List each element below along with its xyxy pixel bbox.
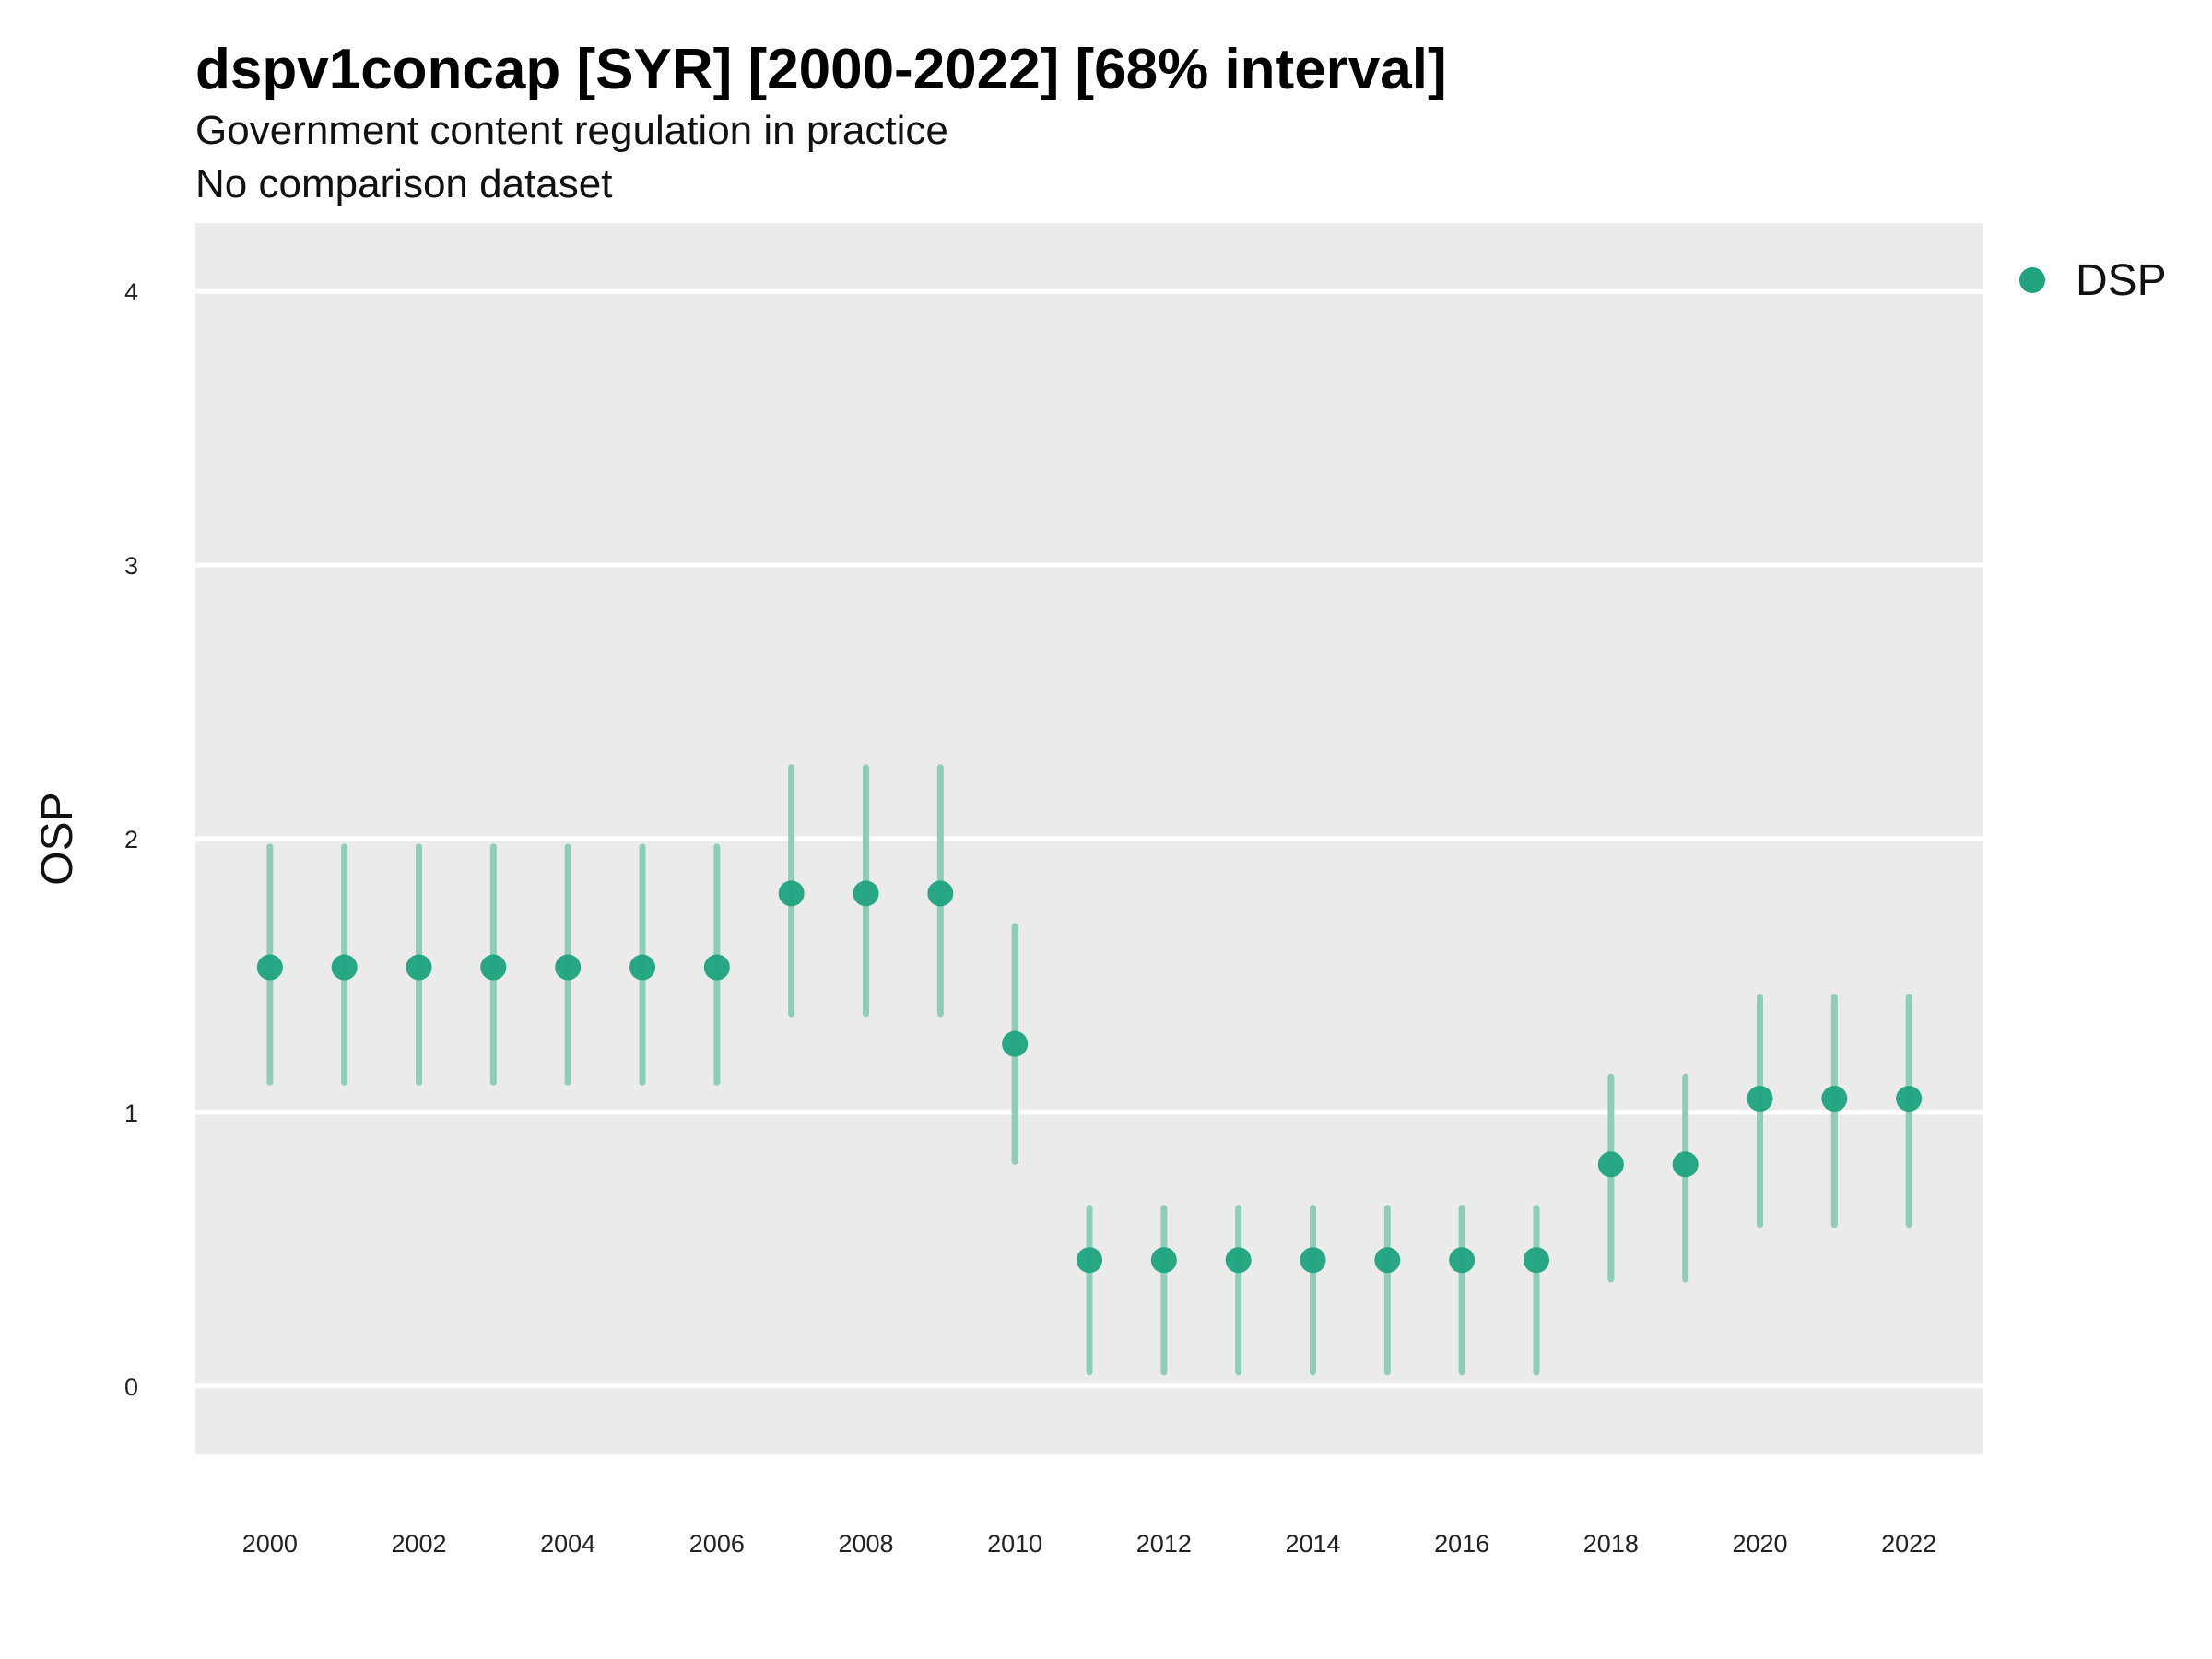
data-point-2007 — [778, 880, 805, 907]
data-point-2022 — [1896, 1086, 1923, 1112]
data-point-2005 — [629, 954, 655, 981]
x-tick-label-2012: 2012 — [1136, 1530, 1192, 1558]
x-tick-label-2008: 2008 — [838, 1530, 893, 1558]
legend: DSP — [2019, 256, 2167, 305]
data-point-2011 — [1077, 1247, 1102, 1274]
y-tick-label-4: 4 — [124, 278, 138, 306]
data-point-2021 — [1821, 1086, 1848, 1112]
data-point-2003 — [480, 954, 507, 981]
x-tick-label-2022: 2022 — [1881, 1530, 1936, 1558]
data-point-2014 — [1300, 1247, 1326, 1274]
data-point-2020 — [1747, 1086, 1773, 1112]
data-point-2008 — [853, 880, 879, 907]
data-point-2010 — [1002, 1030, 1029, 1057]
x-tick-label-2018: 2018 — [1583, 1530, 1639, 1558]
data-point-2013 — [1225, 1247, 1252, 1274]
data-point-2015 — [1374, 1247, 1401, 1274]
y-tick-label-1: 1 — [124, 1100, 138, 1127]
legend-label-dsp: DSP — [2076, 256, 2167, 305]
x-tick-labels: 2000 2002 2004 2006 2008 2010 2012 2014 2016 2018… — [242, 1530, 1936, 1558]
data-point-2018 — [1597, 1151, 1624, 1178]
x-tick-label-2014: 2014 — [1285, 1530, 1340, 1558]
chart-subtitle-2: No comparison dataset — [195, 161, 612, 206]
x-tick-label-2020: 2020 — [1732, 1530, 1787, 1558]
data-point-2017 — [1524, 1247, 1549, 1274]
data-point-2009 — [927, 880, 954, 907]
x-tick-label-2004: 2004 — [540, 1530, 595, 1558]
data-points — [256, 880, 1923, 1274]
x-tick-label-2016: 2016 — [1434, 1530, 1489, 1558]
x-tick-label-2002: 2002 — [391, 1530, 446, 1558]
x-tick-label-2010: 2010 — [987, 1530, 1042, 1558]
data-point-2004 — [555, 954, 582, 981]
data-point-2001 — [331, 954, 358, 981]
gridlines — [195, 288, 1983, 1389]
legend-marker-dsp — [2019, 267, 2045, 293]
data-point-2002 — [406, 954, 432, 981]
data-point-2016 — [1449, 1247, 1476, 1274]
y-tick-labels: 0 1 2 3 4 — [124, 278, 138, 1401]
y-axis-label: OSP — [33, 792, 82, 885]
data-point-2000 — [256, 954, 283, 981]
data-point-2012 — [1150, 1247, 1177, 1274]
data-point-2019 — [1672, 1151, 1699, 1178]
chart-subtitle: Government content regulation in practic… — [195, 108, 948, 153]
data-point-2006 — [703, 954, 730, 981]
y-tick-label-3: 3 — [124, 552, 138, 580]
y-tick-label-0: 0 — [124, 1373, 138, 1401]
y-tick-label-2: 2 — [124, 826, 138, 853]
x-tick-label-2000: 2000 — [242, 1530, 298, 1558]
x-tick-label-2006: 2006 — [689, 1530, 745, 1558]
chart-title: dspv1concap [SYR] [2000-2022] [68% inter… — [195, 38, 1447, 101]
